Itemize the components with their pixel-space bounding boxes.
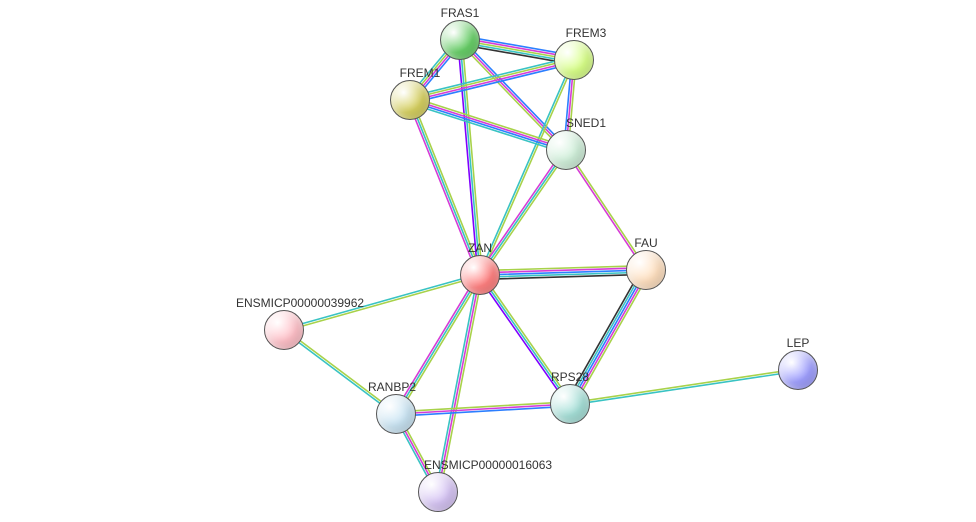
edge-ZAN-RPS28	[478, 276, 568, 405]
edge-ZAN-E16063	[436, 275, 478, 492]
edge-RANBP2-RPS28	[396, 404, 570, 414]
edge-FAU-RPS28	[568, 269, 644, 403]
edge-RANBP2-RPS28	[396, 402, 570, 412]
edge-FAU-RPS28	[572, 271, 648, 405]
edge-FREM1-ZAN	[412, 99, 482, 274]
node-fau[interactable]	[626, 250, 666, 290]
node-frem1[interactable]	[390, 80, 430, 120]
edge-SNED1-FAU	[567, 149, 647, 269]
edge-ZAN-E16063	[440, 275, 482, 492]
node-frem3[interactable]	[554, 40, 594, 80]
edge-FAU-RPS28	[566, 268, 642, 402]
edge-RPS28-LEP	[570, 369, 798, 403]
edge-ZAN-RPS28	[482, 274, 572, 403]
edge-RPS28-LEP	[570, 371, 798, 405]
node-e39962[interactable]	[264, 310, 304, 350]
edge-FREM1-SNED1	[411, 97, 567, 147]
node-zan[interactable]	[460, 255, 500, 295]
edge-ZAN-E16063	[438, 275, 480, 492]
edge-FAU-RPS28	[574, 272, 650, 406]
edge-FREM3-FREM1	[410, 61, 574, 101]
node-rps28[interactable]	[550, 384, 590, 424]
node-lep[interactable]	[778, 350, 818, 390]
edge-FAU-RPS28	[570, 270, 646, 404]
network-canvas: FRAS1FREM3FREM1SNED1ZANFAUENSMICP0000003…	[0, 0, 976, 522]
edge-FREM3-FREM1	[411, 63, 575, 103]
node-ranbp2[interactable]	[376, 394, 416, 434]
node-e16063[interactable]	[418, 472, 458, 512]
edge-SNED1-FAU	[565, 151, 645, 271]
edge-SNED1-ZAN	[480, 150, 566, 275]
edge-ZAN-RPS28	[480, 275, 570, 404]
node-fras1[interactable]	[440, 20, 480, 60]
edge-SNED1-ZAN	[478, 149, 564, 274]
node-sned1[interactable]	[546, 130, 586, 170]
edge-RANBP2-RPS28	[396, 406, 570, 416]
